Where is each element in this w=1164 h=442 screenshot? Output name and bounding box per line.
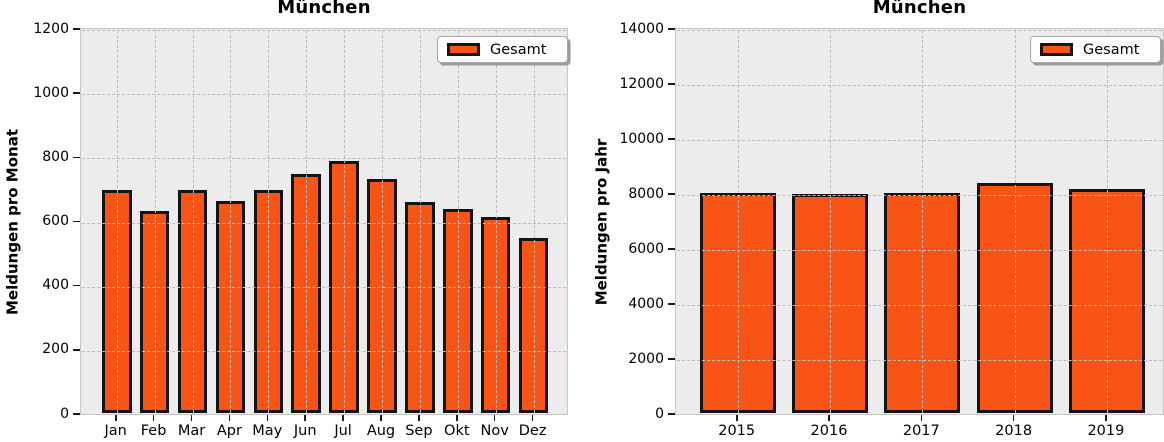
bar-Nov <box>480 217 511 413</box>
y-tick-label: 6000 <box>628 240 664 257</box>
y-tick-mark <box>668 413 675 415</box>
bar-2015 <box>699 193 776 413</box>
plot-area <box>675 28 1164 415</box>
y-tick-mark <box>668 193 675 195</box>
y-tick-mark <box>73 28 80 30</box>
x-tick-mark <box>304 415 306 421</box>
bar-Mar <box>177 190 208 413</box>
x-tick-mark <box>342 415 344 421</box>
x-tick-mark <box>736 415 738 421</box>
bar-Jul <box>329 161 359 413</box>
bar-2017 <box>884 193 961 413</box>
x-tick-mark <box>228 415 231 421</box>
x-tick-label: Okt <box>444 423 470 439</box>
x-tick-label: 2017 <box>902 423 940 439</box>
bar-Jun <box>291 174 321 413</box>
bar-Okt <box>443 209 473 413</box>
y-tick-mark <box>668 358 675 360</box>
bar-Aug <box>367 179 397 413</box>
y-tick-label: 14000 <box>619 20 664 37</box>
bars-layer <box>677 30 1162 413</box>
y-tick-label: 200 <box>42 341 69 358</box>
x-tick-label: 2016 <box>810 423 848 439</box>
y-tick-mark <box>668 303 675 305</box>
y-tick-mark <box>73 413 80 415</box>
x-tick-mark <box>152 415 155 421</box>
x-tick-label: Nov <box>480 423 509 439</box>
legend-yearly: Gesamt <box>1030 36 1161 63</box>
bars-layer <box>82 30 566 413</box>
x-tick-mark <box>531 415 534 421</box>
bar-Sep <box>405 202 435 413</box>
x-tick-label: Feb <box>140 423 167 439</box>
x-tick-label: Mar <box>177 423 206 439</box>
x-tick-mark <box>190 415 193 421</box>
y-tick-label: 10000 <box>619 130 664 147</box>
bar-Feb <box>139 211 170 413</box>
y-tick-label: 8000 <box>628 185 664 202</box>
y-axis-label-yearly: Meldungen pro Jahr <box>592 138 611 306</box>
x-tick-mark <box>920 415 923 421</box>
bar-Apr <box>215 201 246 413</box>
y-tick-label: 0 <box>655 405 664 422</box>
legend-swatch-icon <box>1040 43 1073 56</box>
y-tick-mark <box>668 138 675 140</box>
x-tick-label: May <box>252 423 283 439</box>
bar-Dez <box>518 238 549 413</box>
legend-label: Gesamt <box>1083 41 1140 58</box>
y-tick-label: 12000 <box>619 75 664 92</box>
y-tick-mark <box>668 248 675 250</box>
x-tick-label: 2019 <box>1087 423 1125 439</box>
x-tick-label: Jul <box>334 423 352 439</box>
x-tick-label: Jun <box>293 423 317 439</box>
x-tick-label: 2018 <box>995 423 1033 439</box>
y-tick-label: 2000 <box>628 350 664 367</box>
x-tick-mark <box>456 415 458 421</box>
y-tick-mark <box>668 28 675 30</box>
bar-2016 <box>792 194 868 413</box>
chart-title-monthly: München <box>277 0 371 18</box>
y-tick-mark <box>73 220 80 223</box>
y-tick-label: 600 <box>42 213 69 229</box>
x-tick-label: Sep <box>405 423 433 439</box>
y-tick-label: 1000 <box>33 84 69 101</box>
y-tick-mark <box>73 92 80 94</box>
y-tick-mark <box>73 349 80 351</box>
legend-label: Gesamt <box>490 41 547 58</box>
x-tick-mark <box>380 415 382 421</box>
x-tick-mark <box>1105 415 1107 421</box>
legend-swatch-icon <box>447 43 480 56</box>
legend-monthly: Gesamt <box>437 36 568 63</box>
x-tick-mark <box>266 415 269 421</box>
x-tick-label: Dez <box>518 423 547 439</box>
x-tick-mark <box>1012 415 1015 421</box>
chart-title-yearly: München <box>872 0 967 18</box>
x-tick-label: Apr <box>216 423 242 439</box>
x-tick-label: Jan <box>104 423 127 439</box>
bar-May <box>253 190 284 413</box>
x-tick-mark <box>828 415 830 421</box>
x-tick-label: 2015 <box>718 423 756 439</box>
y-tick-label: 0 <box>60 405 69 422</box>
plot-area <box>80 28 568 415</box>
bar-2019 <box>1068 189 1145 413</box>
x-tick-mark <box>418 415 420 421</box>
x-tick-label: Aug <box>366 423 396 439</box>
y-tick-label: 400 <box>42 277 69 294</box>
y-tick-mark <box>73 284 80 287</box>
bar-2018 <box>976 183 1053 413</box>
y-tick-mark <box>668 83 675 85</box>
x-tick-mark <box>115 415 117 421</box>
y-tick-label: 4000 <box>628 295 664 312</box>
y-tick-label: 800 <box>42 148 69 165</box>
y-axis-label-monthly: Meldungen pro Monat <box>3 129 22 316</box>
bar-Jan <box>102 190 132 413</box>
y-tick-mark <box>73 156 80 159</box>
y-tick-label: 1200 <box>33 20 69 37</box>
x-tick-mark <box>493 415 496 421</box>
